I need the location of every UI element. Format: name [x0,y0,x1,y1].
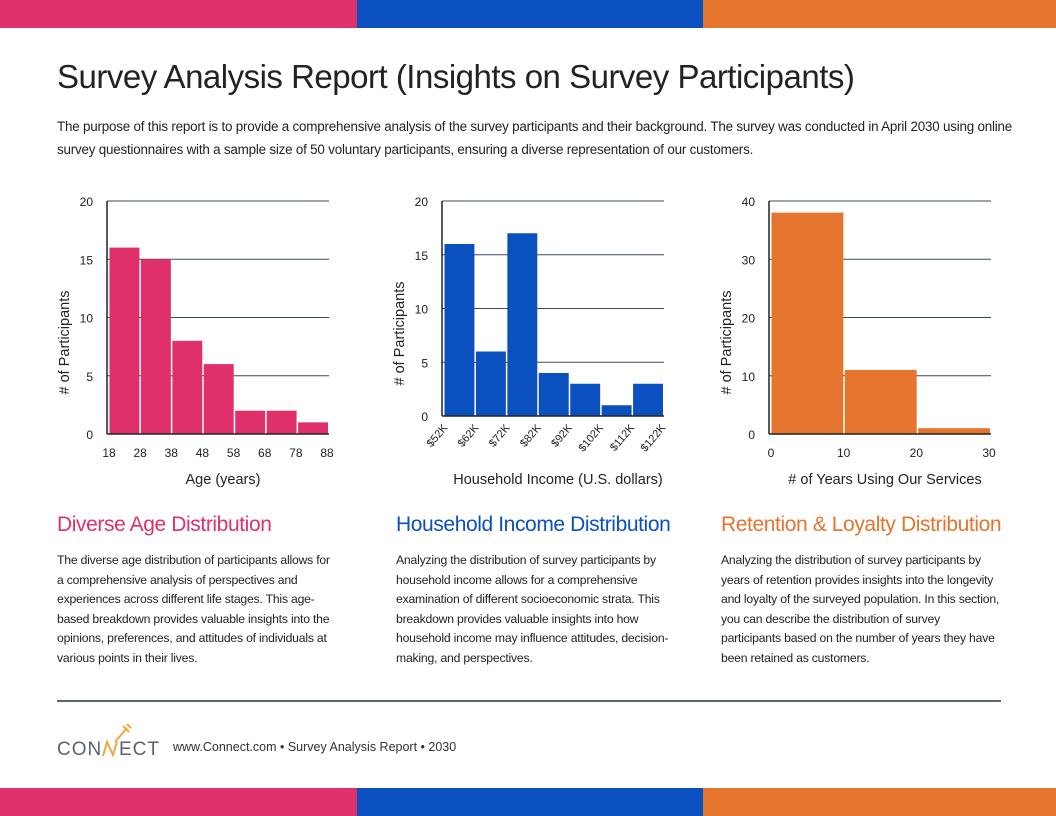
x-tick-label: 30 [982,446,996,460]
x-tick-label: $102K [576,422,606,455]
x-tick-label: 88 [320,446,334,460]
y-tick-label: 20 [742,312,756,326]
section-title-age: Diverse Age Distribution [57,513,272,536]
histogram-bar [444,244,475,416]
y-tick-label: 15 [415,249,429,263]
histogram-bar [235,410,266,434]
y-tick-label: 0 [421,410,428,424]
histogram-bar [140,259,171,434]
y-tick-label: 15 [80,253,94,267]
histogram-bar [507,233,538,416]
connect-logo[interactable]: CON ECT [57,722,162,764]
top-bar-orange [703,0,1056,28]
histogram-bar [203,364,234,434]
histogram-bar [172,340,203,434]
histogram-bar [570,383,601,416]
y-tick-label: 10 [415,303,429,317]
x-tick-label: $62K [456,422,482,450]
plug-icon [114,723,132,743]
x-tick-label: 28 [133,446,147,460]
x-tick-label: 18 [102,446,116,460]
x-tick-label: 48 [196,446,210,460]
section-body-retention: Analyzing the distribution of survey par… [721,553,1000,665]
x-tick-label: 58 [227,446,241,460]
x-tick-label: 0 [768,446,775,460]
svg-text:ECT: ECT [119,739,160,760]
histogram-bar [918,428,990,434]
y-tick-label: 20 [415,195,429,209]
y-tick-label: 20 [80,195,94,209]
bottom-bar-blue [357,788,703,816]
section-title-retention: Retention & Loyalty Distribution [721,513,1002,536]
y-axis-title: # of Participants [719,291,735,395]
intro-paragraph: The purpose of this report is to provide… [57,119,1013,157]
x-axis-title: Household Income (U.S. dollars) [453,472,663,488]
y-tick-label: 5 [86,370,93,384]
x-tick-label: 78 [289,446,303,460]
x-tick-label: 10 [837,446,851,460]
x-axis-title: # of Years Using Our Services [788,472,981,488]
income-histogram: 0 5 10 15 20 $52K $62K $72K $82K $92K $102K $112K $1… [392,195,669,488]
histogram-bar [771,212,844,434]
section-body-income: Analyzing the distribution of survey par… [396,553,669,665]
y-tick-label: 5 [421,356,428,370]
x-tick-label: $92K [549,422,575,450]
bottom-bar-pink [0,788,357,816]
histogram-bar [475,351,506,416]
histogram-bar [633,383,663,416]
x-tick-label: $72K [487,422,513,450]
y-tick-label: 40 [742,195,756,209]
x-tick-label: 68 [258,446,272,460]
y-tick-label: 10 [742,370,756,384]
x-tick-label: $52K [425,422,451,450]
footer-text: www.Connect.com • Survey Analysis Report… [173,740,457,754]
y-tick-label: 0 [748,428,755,442]
histogram-bar [844,369,917,434]
x-tick-label: 38 [165,446,179,460]
x-tick-label: $82K [518,422,544,450]
page-title: Survey Analysis Report (Insights on Surv… [57,58,855,95]
histogram-bar [298,422,328,434]
section-body-age: The diverse age distribution of particip… [57,553,330,665]
y-axis-title: # of Participants [57,291,73,395]
histogram-bar [538,373,569,416]
section-title-income: Household Income Distribution [396,513,671,536]
x-tick-label: $112K [608,422,638,454]
bottom-bar-orange [703,788,1056,816]
x-axis-title: Age (years) [186,472,261,488]
top-bar-pink [0,0,357,28]
histogram-bar [266,410,297,434]
svg-text:CON: CON [57,739,102,760]
y-tick-label: 0 [86,428,93,442]
age-histogram: 0 5 10 15 20 18 28 38 48 58 68 78 88 Age (years) # of … [57,195,334,488]
x-tick-label: $122K [639,422,669,455]
y-tick-label: 30 [742,253,756,267]
y-tick-label: 10 [80,312,94,326]
histogram-bar [601,405,632,416]
histogram-bar [109,247,140,434]
y-axis-title: # of Participants [392,282,408,386]
divider [57,700,1001,702]
top-bar-blue [357,0,703,28]
x-tick-label: 20 [910,446,924,460]
